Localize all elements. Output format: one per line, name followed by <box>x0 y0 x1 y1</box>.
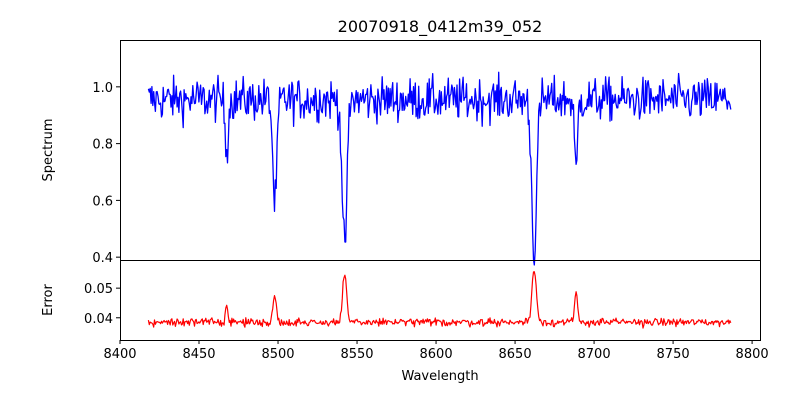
wavelength-x-tick-label: 8650 <box>499 347 532 362</box>
wavelength-x-tick-label: 8500 <box>261 347 294 362</box>
chart-title: 20070918_0412m39_052 <box>338 17 543 37</box>
wavelength-x-tick-label: 8600 <box>420 347 453 362</box>
spectrum-y-tick-label: 0.6 <box>92 194 113 209</box>
spectrum-y-tick-label: 1.0 <box>92 81 113 96</box>
wavelength-x-tick-label: 8700 <box>578 347 611 362</box>
wavelength-x-tick-label: 8450 <box>182 347 215 362</box>
error-y-tick-label: 0.04 <box>84 312 113 327</box>
spectrum-y-tick-label: 0.4 <box>92 251 113 266</box>
spectrum-y-ticks: 0.4 0.6 0.8 1.0 <box>92 81 120 266</box>
wavelength-x-tick-label: 8550 <box>340 347 373 362</box>
error-y-tick-label: 0.05 <box>84 282 113 297</box>
x-axis-label: Wavelength <box>401 369 478 384</box>
wavelength-x-ticks: 8400 8450 8500 8550 8600 8650 8700 8750 8800 <box>103 340 769 362</box>
error-series-line <box>147 271 732 329</box>
error-y-axis-label: Error <box>41 284 56 316</box>
spectrum-series-line <box>147 71 732 266</box>
wavelength-x-tick-label: 8400 <box>103 347 136 362</box>
error-panel: 0.04 0.05 8400 8450 8500 8550 8600 8650 8700 875… <box>41 260 769 384</box>
spectrum-y-tick-label: 0.8 <box>92 138 113 153</box>
error-y-ticks: 0.04 0.05 <box>84 282 120 327</box>
wavelength-x-tick-label: 8750 <box>657 347 690 362</box>
error-axes-frame <box>120 260 761 341</box>
wavelength-x-tick-label: 8800 <box>736 347 769 362</box>
spectrum-y-axis-label: Spectrum <box>41 119 56 182</box>
